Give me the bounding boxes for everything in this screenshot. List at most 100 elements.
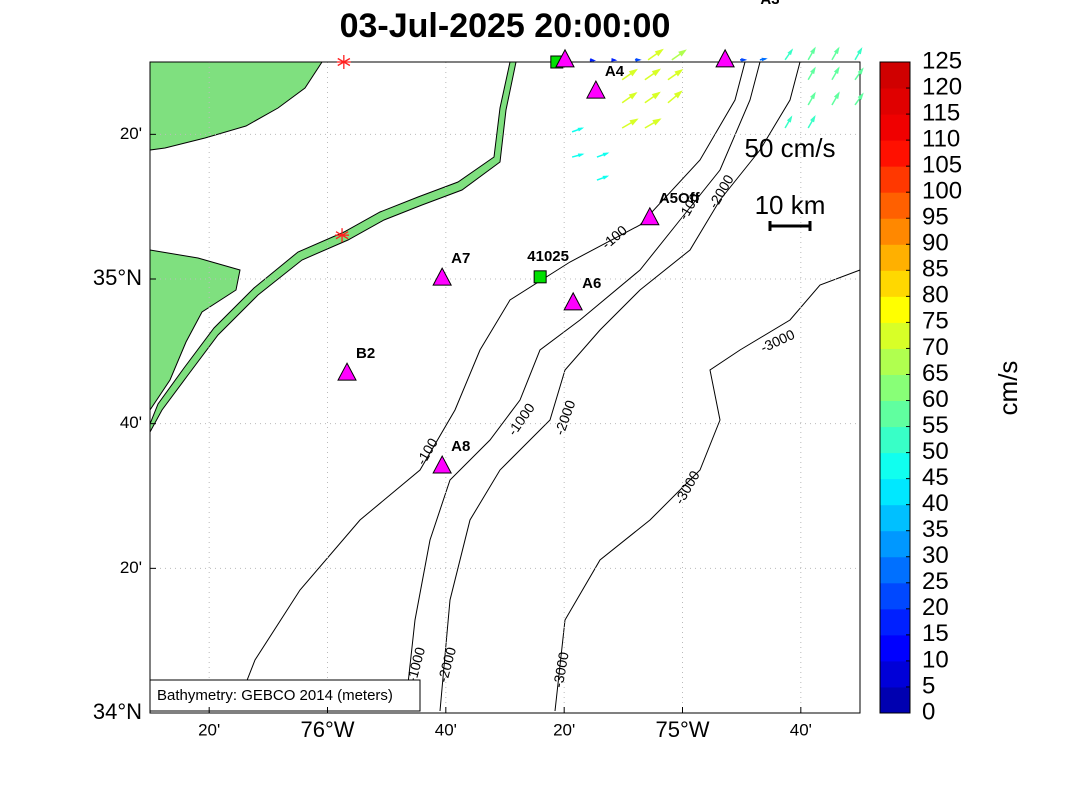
vector-head <box>577 127 585 132</box>
current-vector <box>831 46 840 61</box>
station-marker <box>432 267 452 286</box>
contour-line <box>439 61 801 712</box>
vector-head <box>674 69 684 77</box>
current-vector <box>621 118 639 129</box>
colorbar-label: cm/s <box>993 361 1023 416</box>
vector-head <box>651 68 662 77</box>
vector-head <box>810 91 816 100</box>
current-vector <box>644 68 662 81</box>
current-vector <box>807 115 816 129</box>
speed-scale-label: 50 cm/s <box>744 133 835 163</box>
current-vector <box>854 47 863 61</box>
current-vector <box>596 152 610 158</box>
distance-scale-label: 10 km <box>755 190 826 220</box>
vector-head <box>741 58 748 62</box>
x-tick-label: 20' <box>553 720 575 739</box>
vector-head <box>761 57 768 62</box>
vector-head <box>810 66 816 75</box>
station-marker <box>337 362 357 381</box>
colorbar-tick-label: 105 <box>922 152 962 179</box>
map-frame <box>149 61 861 714</box>
contour-line <box>554 269 861 712</box>
station-label: A3 <box>760 0 779 8</box>
distance-scale-bar <box>768 221 812 231</box>
station-marker <box>715 48 735 68</box>
station-marker <box>432 454 452 474</box>
station-label: A5Off <box>659 190 701 207</box>
buoy-label: 41025 <box>527 248 569 265</box>
colorbar-swatch <box>880 478 910 506</box>
colorbar-swatch <box>880 556 910 584</box>
note: Bathymetry: GEBCO 2014 (meters) <box>157 687 393 704</box>
current-vector <box>667 90 683 104</box>
colorbar-tick-label: 80 <box>922 282 949 309</box>
current-vector <box>740 58 748 62</box>
station-label: A8 <box>451 438 470 455</box>
vector-head <box>635 58 642 62</box>
station-label: A6 <box>582 275 601 292</box>
colorbar-swatch <box>880 296 910 323</box>
contour-line <box>404 61 761 712</box>
mainland-south <box>149 249 241 412</box>
current-vector <box>831 91 840 106</box>
vector-head <box>857 92 864 100</box>
mainland-north <box>149 61 323 151</box>
colorbar-swatch <box>880 140 910 167</box>
current-vector <box>621 92 638 104</box>
colorbar-tick-label: 30 <box>922 542 949 569</box>
colorbar-tick-label: 40 <box>922 490 949 517</box>
current-vector <box>644 91 661 104</box>
current-vector <box>671 49 687 61</box>
current-vector <box>784 115 793 129</box>
colorbar-tick-label: 70 <box>922 334 949 361</box>
star-marker <box>336 55 351 69</box>
current-vector <box>807 66 816 81</box>
colorbar-tick-label: 115 <box>922 99 960 126</box>
colorbar-tick-label: 55 <box>922 412 949 439</box>
colorbar-swatch <box>880 608 910 636</box>
colorbar-tick-label: 5 <box>922 672 935 699</box>
x-tick-label: 20' <box>198 720 220 739</box>
current-vector <box>647 48 664 61</box>
contour-line <box>234 61 746 712</box>
current-vector <box>571 153 585 158</box>
colorbar-tick-label: 20 <box>922 594 949 621</box>
colorbar-tick-label: 35 <box>922 516 949 543</box>
vector-head <box>629 118 639 126</box>
vector-head <box>857 67 864 75</box>
vector-head <box>787 48 794 56</box>
star-marker <box>335 228 350 243</box>
colorbar-tick-label: 100 <box>922 178 962 205</box>
current-vector <box>807 46 816 61</box>
colorbar-swatch <box>880 582 910 610</box>
vector-head <box>652 118 662 126</box>
colorbar-tick-label: 95 <box>922 204 949 231</box>
colorbar-tick-label: 0 <box>922 698 935 725</box>
current-vector <box>854 92 864 106</box>
colorbar-swatch <box>880 88 910 115</box>
colorbar-swatch <box>880 62 910 89</box>
x-tick-label: 76°W <box>300 717 354 742</box>
vector-head <box>611 58 618 62</box>
colorbar-tick-label: 85 <box>922 256 949 283</box>
current-vector <box>634 58 642 62</box>
y-tick-label: 35°N <box>93 265 142 290</box>
colorbar-tick-label: 125 <box>922 47 962 74</box>
vector-head <box>786 115 793 123</box>
colorbar-swatch <box>880 634 910 662</box>
vector-head <box>833 66 840 75</box>
colorbar-swatch <box>880 530 910 558</box>
y-tick-label: 20' <box>120 124 142 143</box>
colorbar-swatch <box>880 244 910 271</box>
station-marker <box>563 291 583 311</box>
x-tick-label: 75°W <box>655 717 709 742</box>
y-tick-label: 20' <box>120 558 142 577</box>
vector-head <box>577 153 585 158</box>
vector-head <box>651 91 661 100</box>
colorbar-swatch <box>880 426 910 454</box>
vector-head <box>654 48 664 57</box>
vector-head <box>678 49 687 57</box>
station-marker <box>586 80 606 99</box>
current-vector <box>596 175 610 181</box>
